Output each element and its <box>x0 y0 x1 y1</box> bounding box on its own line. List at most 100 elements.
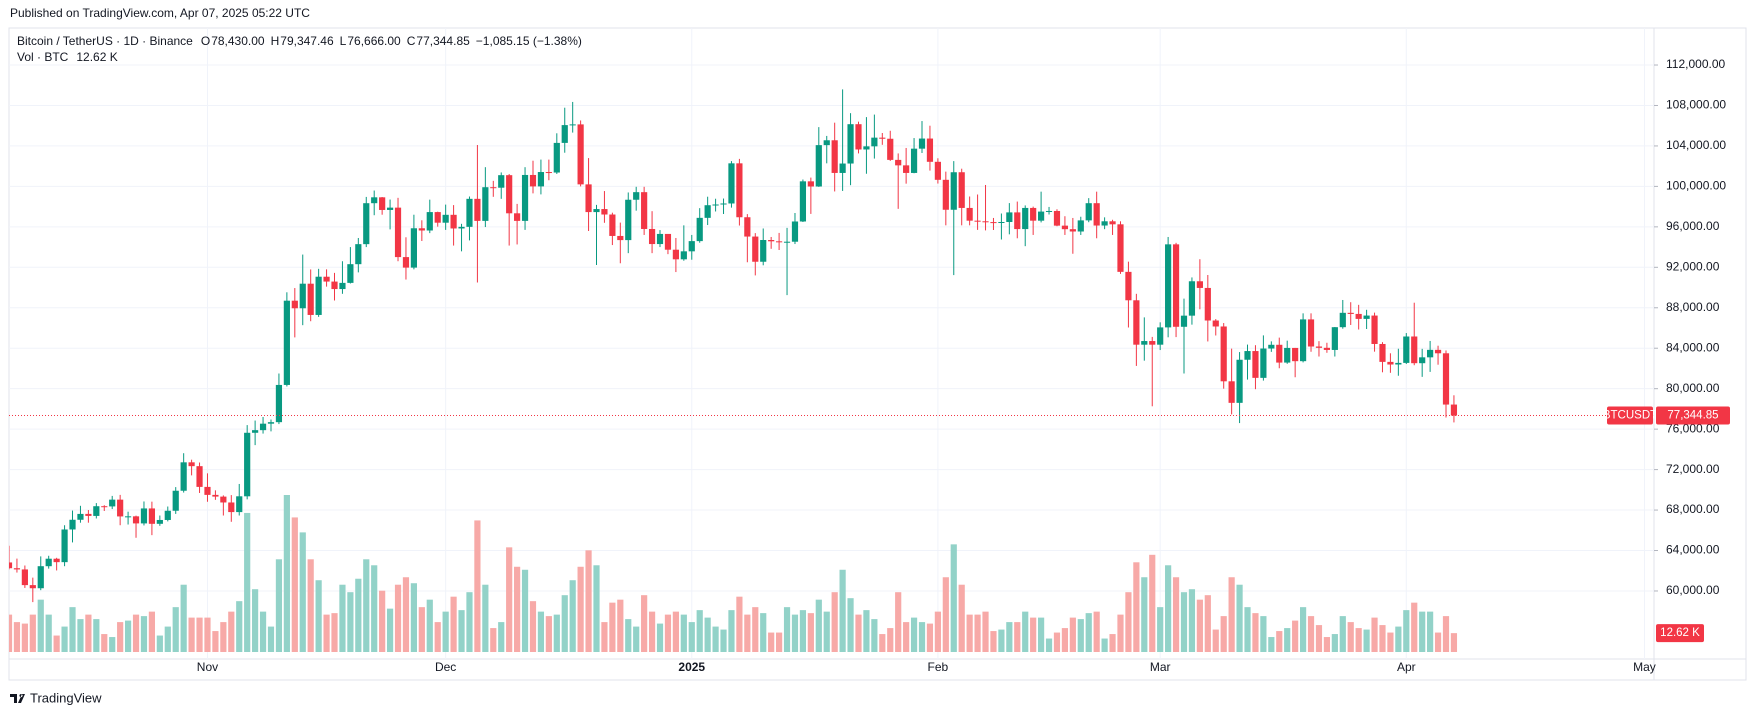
candle-body <box>1419 357 1426 364</box>
candle-body <box>1069 229 1076 232</box>
volume-bar <box>124 620 132 652</box>
volume-bar <box>720 629 727 652</box>
brand-name: TradingView <box>30 690 102 705</box>
volume-bar <box>990 631 997 652</box>
volume-bar <box>1292 620 1299 652</box>
volume-bar <box>291 517 298 652</box>
volume-bar <box>847 598 854 652</box>
volume-bar <box>1252 613 1259 652</box>
candle-body <box>1045 210 1053 212</box>
volume-bar <box>982 611 989 652</box>
volume-bar <box>339 584 346 652</box>
candle-body <box>776 241 783 243</box>
volume-bar <box>148 611 156 652</box>
volume-bar <box>1037 617 1045 652</box>
y-tick-label: 104,000.00 <box>1666 138 1726 152</box>
volume-bar <box>910 617 918 652</box>
candle-body <box>966 207 973 221</box>
volume-bar <box>275 559 283 652</box>
candle-body <box>323 276 330 282</box>
x-tick-label: Apr <box>1397 660 1416 674</box>
candle-body <box>736 163 743 218</box>
candle-body <box>85 513 92 516</box>
volume-bar <box>172 607 179 652</box>
candle-body <box>918 138 926 149</box>
y-tick-label: 108,000.00 <box>1666 98 1726 112</box>
candle-body <box>1339 312 1346 328</box>
legend-change: −1,085.15 (−1.38%) <box>476 34 582 48</box>
volume-bar <box>1077 619 1084 652</box>
volume-bar <box>474 520 481 652</box>
candle-body <box>1109 221 1116 225</box>
candle-body <box>402 257 410 268</box>
volume-bar <box>1220 616 1227 652</box>
candle-body <box>1307 319 1315 347</box>
candle-body <box>1141 341 1148 345</box>
candle-body <box>37 566 44 589</box>
volume-bar <box>204 617 211 652</box>
volume-bar <box>402 577 410 652</box>
volume-tag: 12.62 K <box>1660 627 1700 639</box>
candle-body <box>1387 361 1394 365</box>
candle-body <box>109 499 116 507</box>
volume-bar <box>1149 554 1156 652</box>
candle-body <box>585 184 592 213</box>
candle-body <box>783 241 791 243</box>
volume-bar <box>926 623 934 652</box>
candle-body <box>863 146 870 150</box>
volume-bar <box>220 622 227 652</box>
candle-body <box>331 281 338 290</box>
candle-body <box>410 228 417 268</box>
candle-body <box>1157 327 1164 345</box>
volume-bar <box>37 599 44 652</box>
candle-body <box>998 221 1005 223</box>
candle-body <box>180 462 187 491</box>
price-tag: 77,344.85 <box>1667 410 1718 422</box>
volume-bar <box>1442 616 1450 652</box>
volume-bar <box>69 607 76 652</box>
candle-body <box>132 516 140 524</box>
candle-body <box>926 138 934 162</box>
candle-body <box>728 163 735 204</box>
volume-bar <box>490 628 497 652</box>
candle-body <box>887 138 894 160</box>
candle-body <box>1363 315 1370 319</box>
candle-body <box>720 203 727 205</box>
candle-body <box>1077 220 1084 232</box>
candle-body <box>1093 203 1100 226</box>
candle-body <box>1085 203 1092 221</box>
volume-bar <box>109 637 116 652</box>
candle-body <box>680 251 687 260</box>
volume-bar <box>156 635 163 652</box>
volume-bar <box>1188 589 1196 652</box>
y-tick-label: 96,000.00 <box>1666 219 1720 233</box>
candle-body <box>101 506 108 508</box>
candle-body <box>1323 347 1331 350</box>
candle-body <box>1022 207 1029 230</box>
candle-body <box>990 222 997 224</box>
volume-bar <box>1045 638 1053 652</box>
volume-bar <box>498 622 505 652</box>
candle-body <box>807 181 814 187</box>
candle-body <box>1427 349 1434 358</box>
candle-body <box>156 519 163 524</box>
candle-body <box>1260 348 1267 378</box>
volume-bar <box>1125 592 1132 652</box>
candle-body <box>1204 287 1211 321</box>
volume-bar <box>1117 614 1124 652</box>
volume-bar <box>132 614 140 652</box>
volume-bar <box>267 626 275 652</box>
volume-bar <box>648 611 656 652</box>
volume-bar <box>514 566 521 652</box>
legend-volume-label: Vol · BTC <box>17 50 69 64</box>
symbol-tag: BTCUSDT <box>1603 410 1657 422</box>
volume-bar <box>545 616 552 652</box>
x-tick-label: 2025 <box>678 660 705 674</box>
volume-bar <box>1165 565 1172 652</box>
volume-bar <box>831 592 838 652</box>
candle-body <box>656 233 664 245</box>
volume-bar <box>903 622 910 652</box>
volume-bar <box>1339 616 1346 652</box>
volume-bar <box>521 569 529 652</box>
